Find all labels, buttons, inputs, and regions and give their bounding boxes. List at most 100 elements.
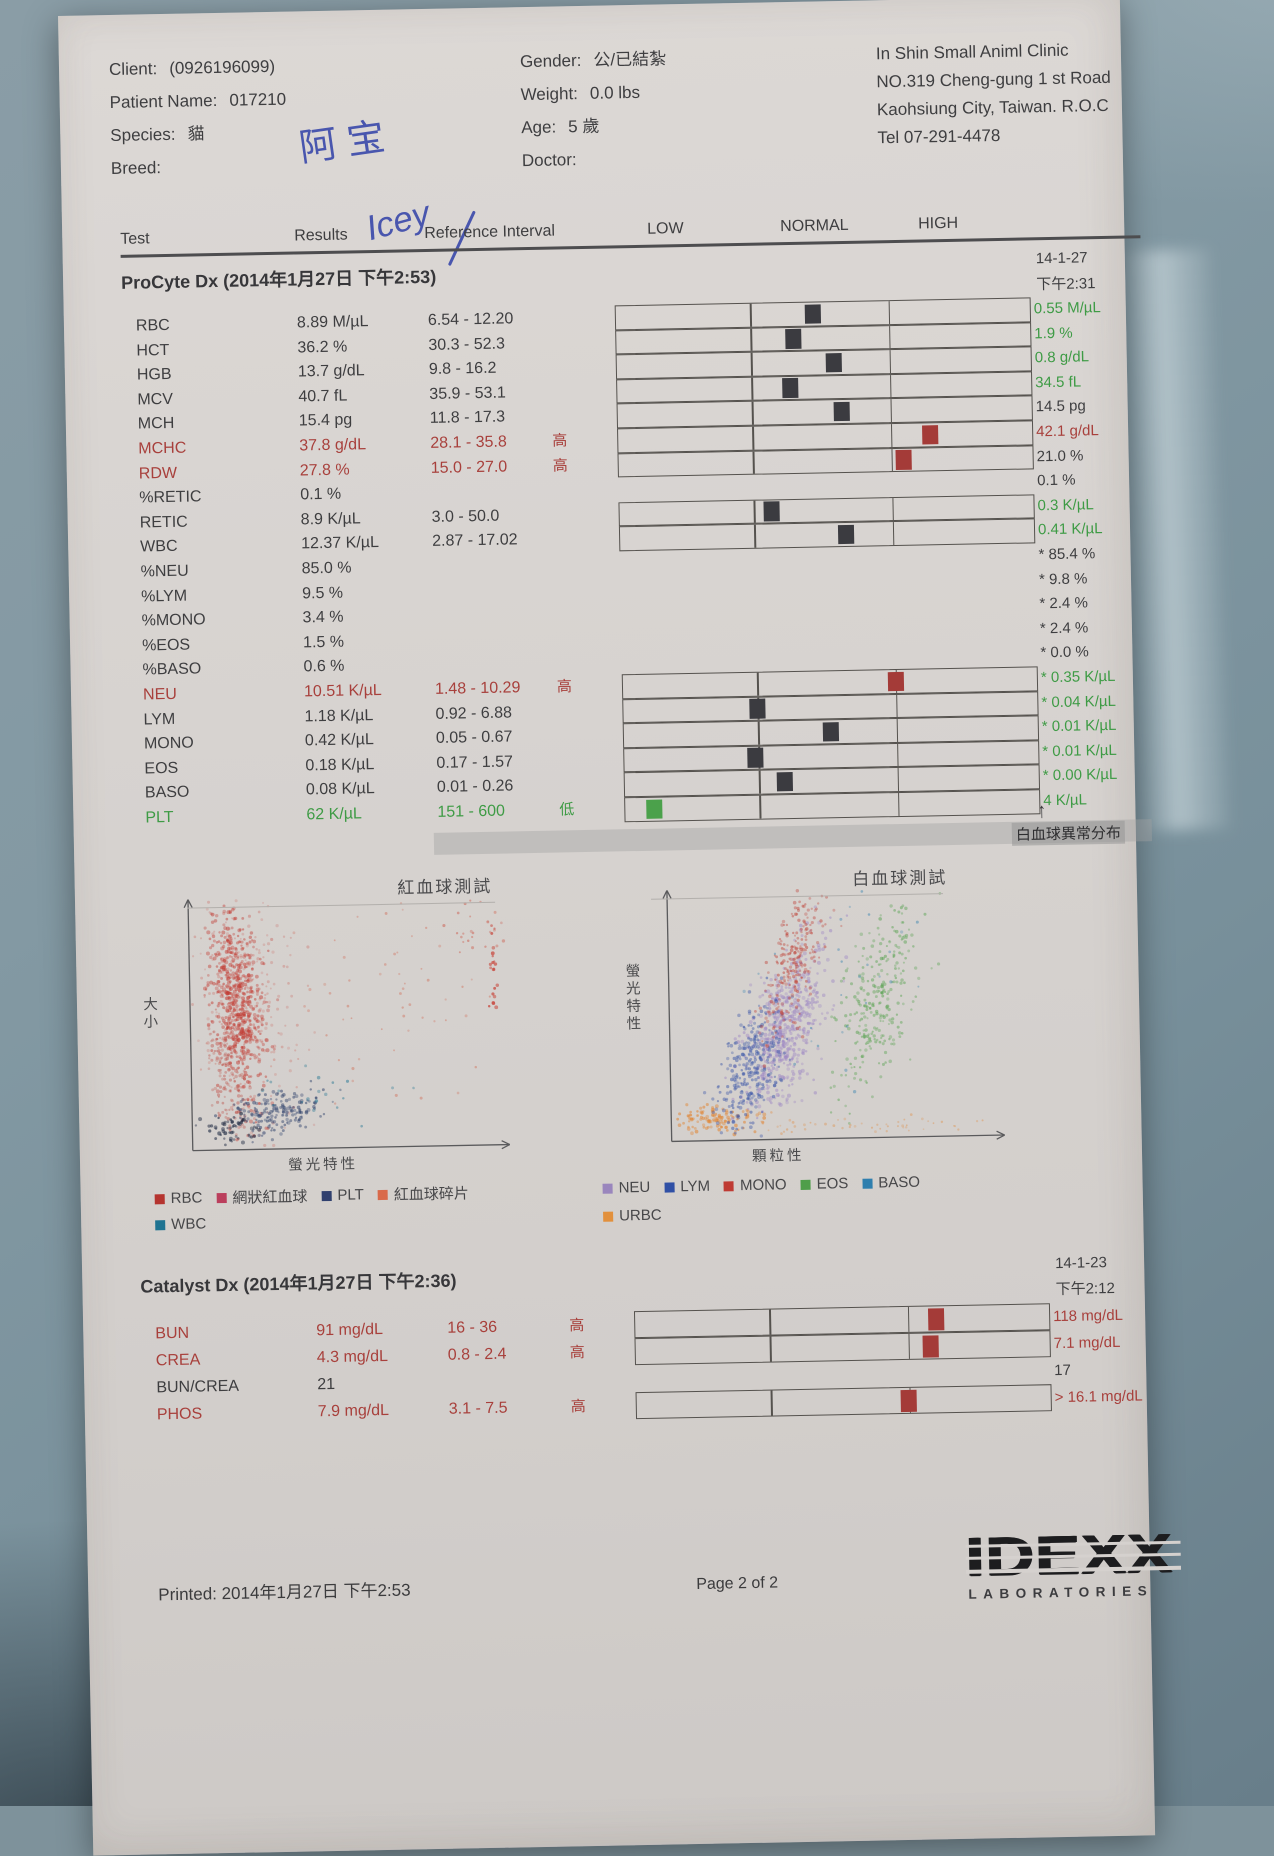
result-marker: [747, 748, 763, 768]
previous-result: * 9.8 %: [1039, 567, 1088, 593]
result-marker: [834, 402, 850, 422]
previous-result: 4 K/µL: [1043, 788, 1087, 813]
previous-result: * 0.0 %: [1040, 641, 1089, 667]
range-bar-divider: [752, 402, 754, 425]
test-name: BUN/CREA: [156, 1373, 239, 1402]
test-name: %LYM: [141, 584, 187, 609]
range-bar-divider: [754, 501, 756, 524]
range-bar-divider: [890, 375, 892, 398]
range-bar-divider: [752, 427, 754, 450]
test-result: 0.08 K/µL: [306, 777, 375, 803]
reference-interval: 2.87 - 17.02: [432, 529, 518, 555]
range-bar-divider: [771, 1391, 773, 1416]
legend-swatch-icon: [724, 1181, 734, 1191]
test-name: %RETIC: [139, 486, 202, 512]
test-name: PHOS: [157, 1400, 203, 1428]
legend-swatch-icon: [216, 1192, 226, 1202]
legend-swatch-icon: [603, 1211, 613, 1221]
abnormal-flag: 高: [552, 429, 567, 454]
range-bar-divider: [891, 449, 893, 472]
legend-swatch-icon: [155, 1194, 165, 1204]
result-marker: [888, 671, 904, 691]
wbc-chart-legend-row2: URBC: [603, 1207, 662, 1225]
test-result: 9.5 %: [302, 581, 343, 606]
legend-swatch-icon: [321, 1190, 331, 1200]
test-name: %EOS: [142, 633, 190, 659]
reference-interval: 15.0 - 27.0: [431, 455, 508, 481]
rbc-chart-y-axis-label: 大小: [139, 996, 161, 1031]
test-result: 12.37 K/µL: [301, 531, 379, 557]
previous-result: * 2.4 %: [1039, 592, 1088, 618]
result-marker: [922, 425, 938, 445]
previous-result: * 2.4 %: [1040, 616, 1089, 642]
legend-swatch-icon: [862, 1178, 872, 1188]
test-name: %MONO: [141, 608, 205, 634]
test-result: 4.3 mg/dL: [317, 1343, 389, 1371]
result-marker: [646, 799, 662, 819]
legend-item-紅血球碎片: 紅血球碎片: [378, 1182, 469, 1205]
reference-interval: 1.48 - 10.29: [435, 676, 521, 702]
previous-result: 17: [1054, 1357, 1071, 1384]
legend-item-網狀紅血球: 網狀紅血球: [216, 1185, 307, 1208]
wbc-chart-x-axis-label: 顆粒性: [752, 1144, 805, 1166]
test-name: EOS: [144, 757, 178, 782]
reference-interval: 6.54 - 12.20: [428, 307, 514, 333]
test-result: 36.2 %: [297, 335, 347, 361]
scatter-cluster-eos: [826, 892, 946, 1125]
reference-interval: 9.8 - 16.2: [429, 357, 497, 383]
range-bar-divider: [896, 719, 898, 742]
legend-label: WBC: [171, 1215, 206, 1233]
scatter-cluster-urbc-bottom-line: [760, 1112, 984, 1135]
idexx-logo: IDEXX LABORATORIES: [965, 1527, 1181, 1609]
legend-label: URBC: [619, 1207, 662, 1225]
reference-interval: 30.3 - 52.3: [428, 332, 505, 358]
chart-axis: [188, 900, 193, 1151]
reference-interval: 0.17 - 1.57: [436, 750, 513, 776]
test-result: 8.89 M/µL: [297, 310, 369, 336]
previous-result: 34.5 fL: [1035, 370, 1081, 395]
range-bar-divider: [754, 525, 756, 548]
test-name: HGB: [137, 363, 172, 388]
test-name: RETIC: [140, 510, 188, 536]
result-marker: [804, 304, 820, 324]
legend-swatch-icon: [155, 1220, 165, 1230]
abnormal-flag: 高: [571, 1393, 587, 1420]
result-marker: [928, 1308, 944, 1330]
previous-result: * 85.4 %: [1038, 542, 1095, 568]
reference-interval: 16 - 36: [447, 1314, 497, 1342]
previous-result: 0.41 K/µL: [1038, 517, 1103, 543]
result-marker: [749, 699, 765, 719]
test-result: 8.9 K/µL: [300, 507, 360, 533]
range-bar-divider: [757, 673, 759, 696]
test-result: 40.7 fL: [298, 384, 347, 410]
test-name: BASO: [145, 781, 190, 806]
scatter-cluster-retic-dark: [194, 1111, 261, 1146]
legend-swatch-icon: [664, 1182, 674, 1192]
legend-swatch-icon: [378, 1189, 388, 1199]
legend-item-BASO: BASO: [862, 1174, 920, 1192]
reference-interval: 0.92 - 6.88: [435, 701, 512, 727]
previous-result: 42.1 g/dL: [1036, 419, 1099, 445]
legend-item-WBC: WBC: [155, 1215, 206, 1233]
test-result: 15.4 pg: [299, 409, 353, 435]
range-bar-divider: [759, 796, 761, 819]
range-bar-divider: [893, 522, 895, 545]
abnormal-flag: 高: [553, 454, 568, 479]
chart-axis: [672, 1135, 1005, 1141]
reference-interval: 11.8 - 17.3: [430, 406, 506, 432]
reference-interval: 3.0 - 50.0: [431, 504, 499, 530]
rbc-chart-legend-row2: WBC: [155, 1215, 206, 1233]
previous-result: 14.5 pg: [1035, 395, 1086, 421]
legend-label: RBC: [171, 1189, 203, 1207]
range-bar-divider: [758, 722, 760, 745]
result-marker: [822, 722, 838, 742]
test-result: 0.18 K/µL: [305, 753, 374, 779]
range-bar-divider: [888, 301, 890, 324]
test-name: BUN: [155, 1320, 189, 1348]
previous-result: * 0.01 K/µL: [1042, 739, 1117, 765]
test-result: 62 K/µL: [306, 802, 362, 828]
result-marker: [901, 1389, 917, 1411]
previous-result: * 0.00 K/µL: [1043, 763, 1118, 789]
test-name: CREA: [156, 1347, 201, 1375]
wbc-chart-title: 白血球測試: [789, 862, 1009, 891]
